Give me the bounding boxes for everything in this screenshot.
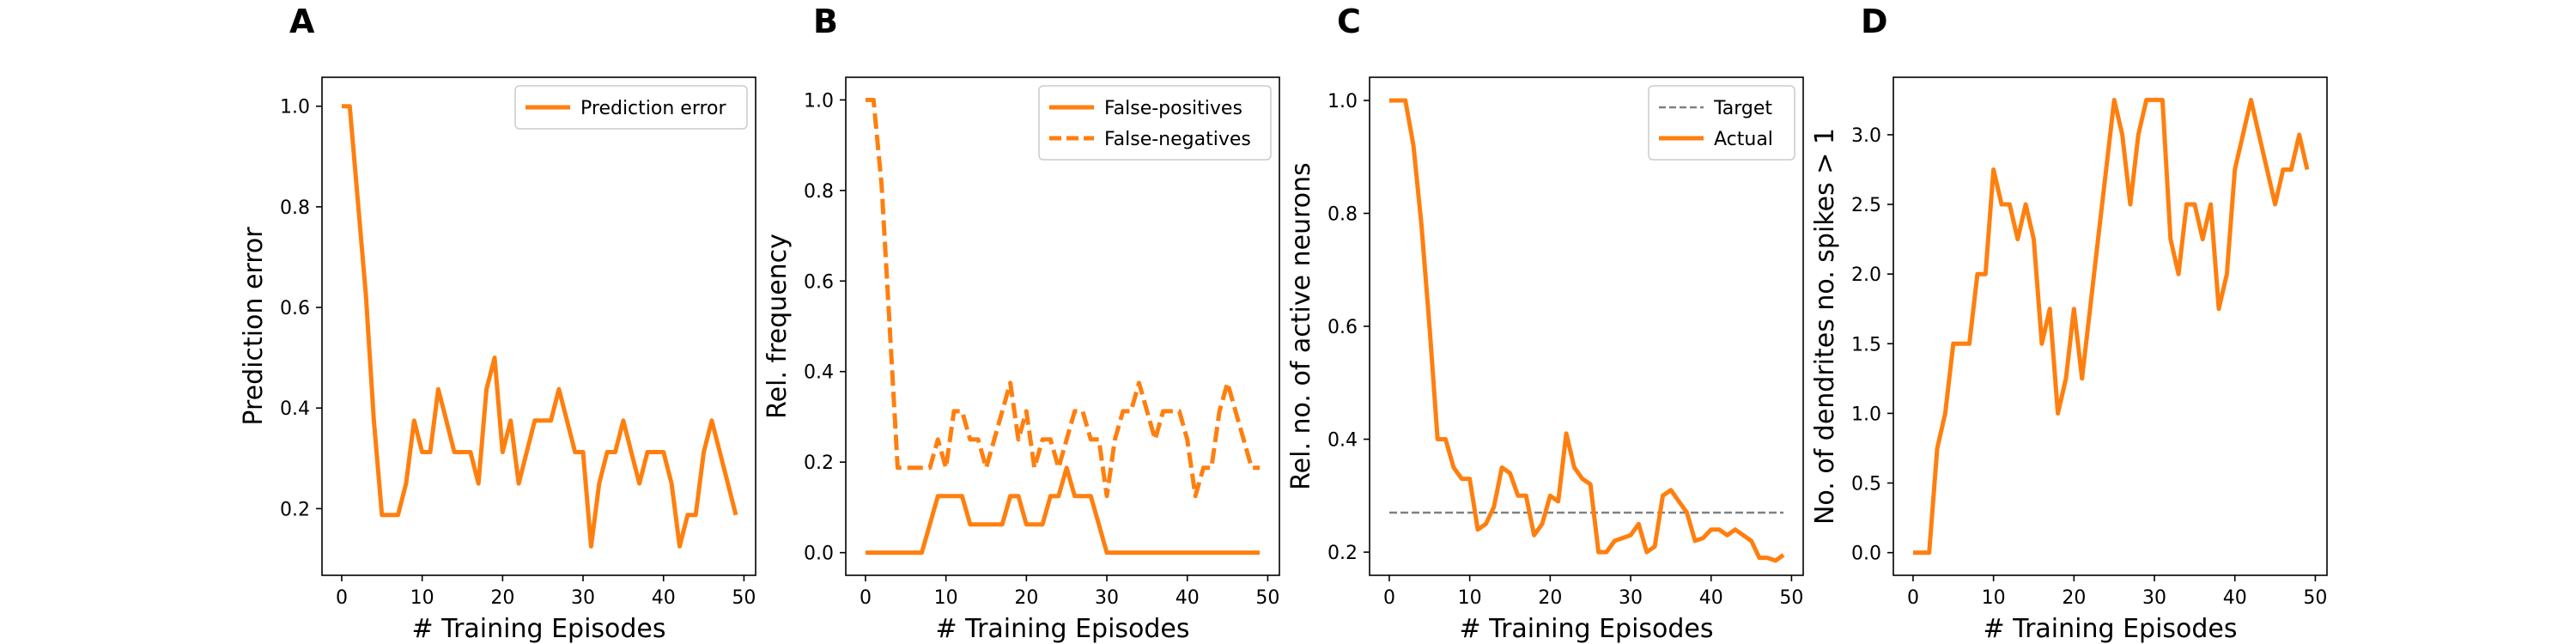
axes-frame — [845, 76, 1280, 576]
legend-label: False-positives — [1104, 98, 1242, 119]
x-axis-label: # Training Episodes — [1459, 614, 1713, 644]
x-tick-label: 50 — [1255, 587, 1279, 609]
series-line-prediction-error — [342, 104, 738, 549]
legend: False-positives False-negatives — [1038, 85, 1272, 161]
y-tick-label: 1.0 — [1327, 91, 1358, 112]
y-tick-label: 0.6 — [1327, 317, 1358, 338]
y-tick-label: 3.0 — [1851, 125, 1881, 147]
y-tick-label: 0.4 — [1327, 430, 1358, 452]
x-tick-label: 30 — [2142, 587, 2166, 609]
y-tick-label: 0.8 — [1327, 204, 1358, 225]
x-tick-label: 40 — [2223, 587, 2247, 609]
y-tick-label: 1.5 — [1851, 334, 1881, 355]
panel-b: B 0 10 20 30 40 50 0.0 0.2 0.4 0.6 0.8 1.0 # Training… — [762, 3, 1280, 644]
x-tick-label: 40 — [1699, 587, 1723, 609]
x-tick-label: 30 — [1619, 587, 1643, 609]
y-tick-label: 1.0 — [804, 90, 834, 112]
x-tick-label: 30 — [571, 587, 595, 609]
x-tick-label: 0 — [860, 587, 872, 609]
y-tick-label: 0.6 — [804, 271, 834, 293]
x-tick-label: 10 — [934, 587, 958, 609]
x-tick-label: 20 — [1538, 587, 1562, 609]
panel-letter: A — [289, 3, 315, 40]
panel-d: D 0 10 20 30 40 50 0.0 0.5 1.0 1.5 2.0 2.5 3.0 # Train… — [1810, 3, 2328, 644]
y-tick-label: 0.0 — [804, 544, 834, 565]
x-tick-label: 50 — [2303, 587, 2327, 609]
y-tick-label: 0.8 — [804, 181, 834, 203]
panel-letter: C — [1337, 3, 1361, 40]
x-tick-label: 30 — [1095, 587, 1119, 609]
y-tick-label: 2.0 — [1851, 264, 1881, 286]
y-tick-label: 0.0 — [1851, 544, 1881, 565]
legend-label: Target — [1713, 98, 1772, 119]
x-tick-label: 40 — [652, 587, 676, 609]
x-tick-label: 50 — [732, 587, 756, 609]
x-tick-label: 10 — [410, 587, 434, 609]
panel-letter: B — [813, 3, 838, 40]
series-line-actual — [1389, 98, 1785, 563]
x-tick-label: 0 — [1907, 587, 1919, 609]
legend-box — [514, 85, 748, 130]
y-axis-label: Rel. no. of active neurons — [1286, 162, 1316, 490]
series-line-false-positives — [866, 465, 1260, 556]
x-axis-label: # Training Episodes — [1983, 614, 2237, 644]
legend-label: Prediction error — [580, 98, 726, 119]
y-axis-label: No. of dendrites no. spikes > 1 — [1810, 128, 1840, 525]
legend: Target Actual — [1648, 85, 1795, 161]
legend-box — [1038, 85, 1272, 161]
panel-c: C 0 10 20 30 40 50 0.2 0.4 0.6 0.8 1.0 # Training Ep… — [1286, 3, 1804, 644]
y-tick-label: 0.4 — [804, 362, 834, 384]
y-axis-label: Rel. frequency — [762, 234, 793, 419]
legend-box — [1648, 85, 1795, 161]
y-axis-label: Prediction error — [239, 227, 269, 426]
y-tick-label: 0.5 — [1851, 474, 1881, 495]
x-tick-label: 50 — [1779, 587, 1803, 609]
legend-label: Actual — [1714, 129, 1773, 150]
x-tick-label: 20 — [1014, 587, 1038, 609]
x-axis-label: # Training Episodes — [411, 614, 665, 644]
x-tick-label: 0 — [336, 587, 348, 609]
y-tick-label: 1.0 — [280, 97, 310, 118]
legend: Prediction error — [514, 85, 748, 130]
y-tick-label: 0.2 — [280, 499, 310, 520]
x-tick-label: 40 — [1176, 587, 1200, 609]
y-tick-label: 0.2 — [1327, 543, 1358, 564]
series-line-series-0 — [1913, 97, 2310, 556]
y-tick-label: 0.4 — [280, 398, 310, 420]
axes-frame — [1893, 76, 2328, 576]
legend-label: False-negatives — [1104, 129, 1251, 150]
x-tick-label: 20 — [490, 587, 514, 609]
x-tick-label: 10 — [1982, 587, 2006, 609]
x-tick-label: 10 — [1458, 587, 1482, 609]
y-tick-label: 2.5 — [1851, 195, 1881, 216]
x-tick-label: 0 — [1383, 587, 1395, 609]
y-tick-label: 0.8 — [280, 197, 310, 219]
x-axis-label: # Training Episodes — [935, 614, 1189, 644]
panel-letter: D — [1861, 3, 1888, 40]
y-tick-label: 0.6 — [280, 298, 310, 319]
x-tick-label: 20 — [2062, 587, 2086, 609]
axes-frame — [321, 76, 756, 576]
panel-a: A 0 10 20 30 40 50 0.2 0.4 0.6 0.8 1.0 # Training Ep… — [239, 3, 756, 644]
y-tick-label: 1.0 — [1851, 404, 1881, 425]
y-tick-label: 0.2 — [804, 453, 834, 474]
series-line-false-negatives — [866, 97, 1260, 499]
